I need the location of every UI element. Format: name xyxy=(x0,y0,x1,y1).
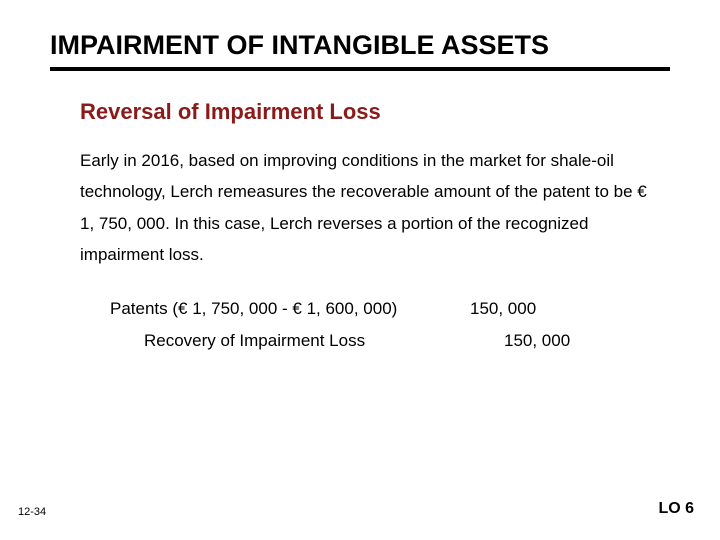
journal-row: Recovery of Impairment Loss 150, 000 xyxy=(110,331,670,351)
body-paragraph: Early in 2016, based on improving condit… xyxy=(80,145,660,271)
journal-amount: 150, 000 xyxy=(470,331,590,351)
journal-label: Patents (€ 1, 750, 000 - € 1, 600, 000) xyxy=(110,299,470,319)
learning-objective: LO 6 xyxy=(658,500,694,518)
page-title: IMPAIRMENT OF INTANGIBLE ASSETS xyxy=(50,30,670,71)
section-subtitle: Reversal of Impairment Loss xyxy=(80,99,670,125)
journal-row: Patents (€ 1, 750, 000 - € 1, 600, 000) … xyxy=(110,299,670,319)
page-number: 12-34 xyxy=(18,506,46,518)
journal-amount: 150, 000 xyxy=(470,299,590,319)
slide: IMPAIRMENT OF INTANGIBLE ASSETS Reversal… xyxy=(0,0,720,540)
journal-label: Recovery of Impairment Loss xyxy=(110,331,470,351)
journal-entries: Patents (€ 1, 750, 000 - € 1, 600, 000) … xyxy=(110,299,670,351)
